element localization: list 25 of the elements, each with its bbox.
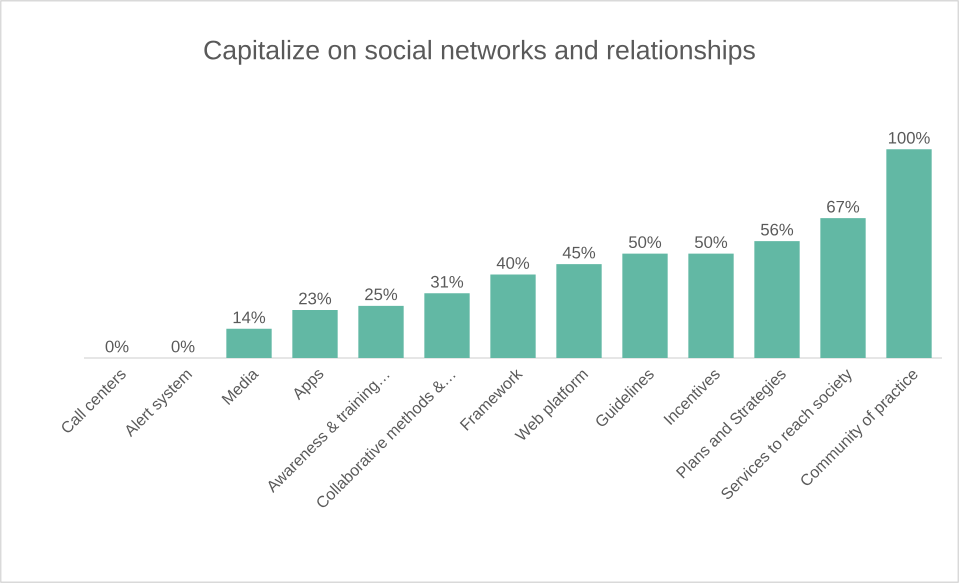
data-label: 14%	[234, 312, 266, 324]
data-label: 67%	[827, 200, 860, 213]
chart-title: Capitalize on social networks and relationships	[204, 40, 755, 65]
bar	[556, 264, 602, 358]
bar	[424, 293, 470, 358]
bar	[226, 328, 272, 358]
bar	[358, 306, 404, 358]
bar	[886, 149, 932, 358]
data-label: 23%	[299, 292, 332, 304]
data-label: 25%	[365, 288, 398, 300]
bar	[622, 254, 668, 358]
data-label: 31%	[430, 276, 464, 288]
bar	[820, 218, 866, 358]
data-label: 56%	[761, 224, 794, 236]
data-label: 40%	[496, 257, 530, 269]
bar	[754, 241, 800, 358]
data-label: 50%	[695, 236, 728, 248]
data-label: 0%	[106, 340, 128, 352]
data-label: 100%	[888, 132, 930, 144]
bar	[688, 254, 734, 358]
bar	[490, 274, 536, 358]
data-label: 0%	[172, 340, 194, 352]
data-label: 45%	[562, 246, 596, 258]
data-label: 50%	[629, 236, 662, 248]
bar	[292, 310, 338, 358]
